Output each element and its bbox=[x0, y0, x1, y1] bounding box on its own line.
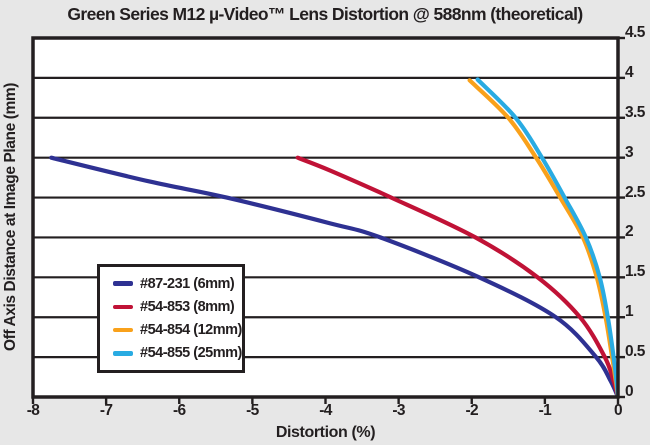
x-tick-label: -1 bbox=[538, 402, 552, 419]
y-tick-label: 3.5 bbox=[625, 103, 645, 121]
legend-label: #87-231 (6mm) bbox=[140, 275, 235, 292]
legend-item: #54-855 (25mm) bbox=[113, 345, 242, 361]
legend-item: #54-853 (8mm) bbox=[113, 299, 242, 315]
x-tick-label: -5 bbox=[246, 402, 259, 419]
y-tick-label: 0.5 bbox=[625, 343, 645, 361]
x-tick-label: -4 bbox=[319, 402, 332, 419]
legend-line-swatch bbox=[113, 281, 133, 286]
y-tick-label: 2 bbox=[625, 223, 634, 241]
legend: #87-231 (6mm) #54-853 (8mm) #54-854 (12mm)… bbox=[97, 264, 245, 373]
y-tick-label: 4 bbox=[625, 63, 634, 81]
y-tick-label: 0 bbox=[625, 383, 634, 400]
legend-line-swatch bbox=[113, 351, 133, 356]
curve-54-8538mm bbox=[295, 155, 618, 397]
chart-title: Green Series M12 µ-Video™ Lens Distortio… bbox=[67, 4, 583, 24]
y-tick-label: 1.5 bbox=[625, 263, 645, 281]
y-tick-label: 3 bbox=[625, 143, 634, 161]
x-tick-label: -8 bbox=[26, 402, 40, 419]
y-tick-label: 4.5 bbox=[625, 24, 645, 41]
curve-87-2316mm bbox=[49, 155, 618, 397]
curve-54-85525mm bbox=[475, 77, 618, 397]
x-tick-label: -7 bbox=[99, 402, 113, 419]
x-tick-label: -3 bbox=[392, 402, 405, 419]
x-tick-label: -2 bbox=[465, 402, 479, 419]
legend-line-swatch bbox=[113, 304, 133, 310]
y-tick-label: 2.5 bbox=[625, 183, 645, 201]
x-axis-title: Distortion (%) bbox=[275, 424, 376, 441]
legend-label: #54-855 (25mm) bbox=[140, 345, 242, 362]
legend-label: #54-854 (12mm) bbox=[140, 322, 242, 339]
legend-item: #54-854 (12mm) bbox=[113, 322, 242, 338]
x-tick-label: -6 bbox=[172, 402, 186, 419]
legend-label: #54-853 (8mm) bbox=[140, 298, 235, 315]
y-tick-label: 1 bbox=[625, 303, 634, 321]
legend-line-swatch bbox=[113, 327, 133, 333]
x-tick-label: 0 bbox=[613, 402, 623, 419]
legend-item: #87-231 (6mm) bbox=[113, 276, 242, 292]
